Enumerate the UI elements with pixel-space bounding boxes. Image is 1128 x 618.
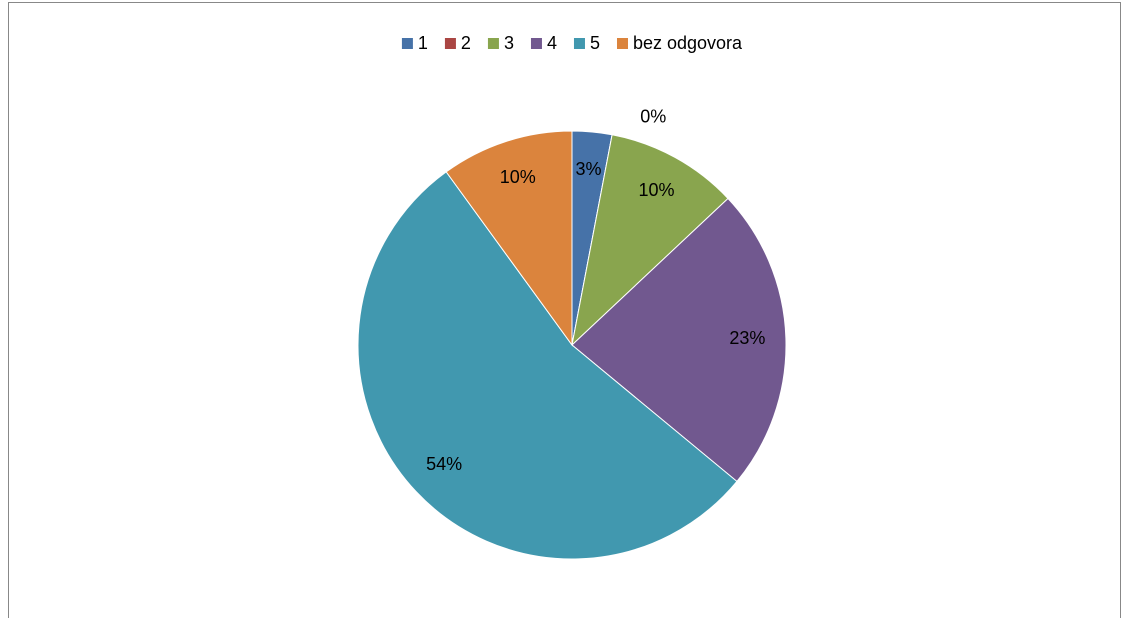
legend-swatch bbox=[487, 38, 499, 49]
legend-label: bez odgovora bbox=[633, 33, 743, 53]
chart-border bbox=[8, 2, 1121, 618]
pie-slice bbox=[571, 134, 729, 347]
data-label: 0% bbox=[640, 107, 666, 127]
legend-swatch bbox=[616, 38, 628, 49]
data-label: 23% bbox=[729, 328, 765, 348]
legend-swatch bbox=[401, 38, 413, 49]
legend-label: 4 bbox=[547, 33, 557, 53]
data-label: 54% bbox=[426, 454, 462, 474]
pie-slice bbox=[357, 171, 738, 560]
legend-label: 5 bbox=[590, 33, 600, 53]
legend-swatch bbox=[573, 38, 585, 49]
pie-slice bbox=[571, 197, 787, 483]
data-label: 10% bbox=[639, 180, 675, 200]
pie-slice bbox=[445, 130, 573, 347]
legend-swatch bbox=[530, 38, 542, 49]
legend-label: 3 bbox=[504, 33, 514, 53]
legend-label: 1 bbox=[418, 33, 428, 53]
data-label: 3% bbox=[576, 159, 602, 179]
data-label: 10% bbox=[500, 167, 536, 187]
legend-swatch bbox=[444, 38, 456, 49]
legend-label: 2 bbox=[461, 33, 471, 53]
